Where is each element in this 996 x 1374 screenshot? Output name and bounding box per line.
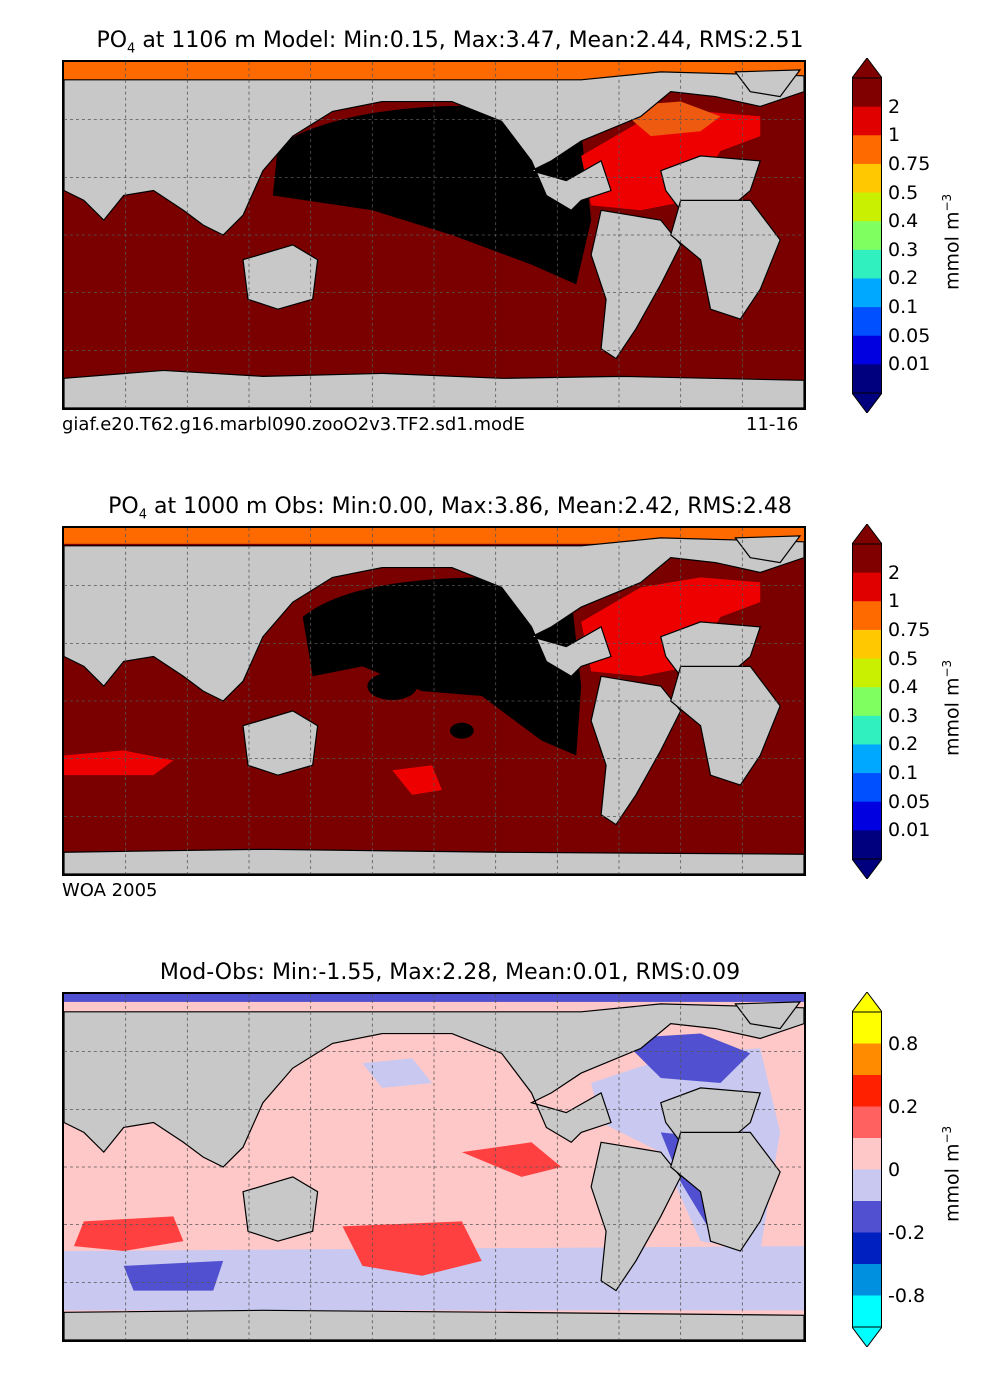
panel-title: PO4 at 1000 m Obs: Min:0.00, Max:3.86, M… (108, 494, 792, 523)
colorbar-swatch (852, 773, 882, 803)
colorbar-swatch (852, 1201, 882, 1233)
colorbar-tick-label: 0.1 (888, 762, 919, 785)
colorbar-swatch (852, 544, 882, 574)
obs-source: WOA 2005 (62, 880, 158, 901)
colorbar-swatch (852, 1138, 882, 1170)
colorbar-tick-label: 0.05 (888, 790, 931, 813)
obs-panel: PO4 at 1000 m Obs: Min:0.00, Max:3.86, M… (0, 466, 996, 926)
panel-title: Mod-Obs: Min:-1.55, Max:2.28, Mean:0.01,… (159, 960, 741, 985)
obs-colorbar-svg (852, 524, 882, 879)
colorbar-swatch (852, 572, 882, 602)
colorbar-tick-label: 0.4 (888, 676, 919, 699)
colorbar-tick-label: 0.75 (888, 618, 931, 641)
model-colorbar-svg (852, 58, 882, 413)
colorbar-swatch (852, 335, 882, 365)
colorbar-swatch (852, 830, 882, 860)
model-colorbar-unit: mmol m−3 (940, 193, 964, 290)
colorbar-swatch (852, 1232, 882, 1265)
colorbar-swatch (852, 249, 882, 279)
colorbar-swatch (852, 1106, 882, 1139)
colorbar-swatch (852, 78, 882, 108)
diff-map (62, 992, 806, 1342)
model-map (62, 60, 806, 410)
colorbar-swatch (852, 1264, 882, 1296)
colorbar-swatch (852, 629, 882, 660)
colorbar-swatch (852, 278, 882, 308)
colorbar-tick-label: 1 (888, 590, 901, 613)
colorbar-tick-label: -0.8 (888, 1284, 926, 1307)
obs-colorbar (852, 524, 882, 879)
colorbar-swatch (852, 601, 882, 631)
colorbar-swatch (852, 658, 882, 688)
obs-map-svg (64, 528, 804, 874)
diff-colorbar-svg (852, 992, 882, 1347)
colorbar-tick-label: 0.4 (888, 210, 919, 233)
colorbar-tick-label: -0.2 (888, 1221, 926, 1244)
colorbar-swatch (852, 106, 882, 136)
model-panel: PO4 at 1106 m Model: Min:0.15, Max:3.47,… (0, 0, 996, 460)
diff-colorbar (852, 992, 882, 1347)
colorbar-swatch (852, 163, 882, 194)
colorbar-tick-label: 0.05 (888, 324, 931, 347)
colorbar-tick-label: 0.1 (888, 296, 919, 319)
colorbar-swatch (852, 1043, 882, 1076)
colorbar-swatch (852, 744, 882, 774)
colorbar-tick-label: 0.2 (888, 267, 919, 290)
colorbar-swatch (852, 192, 882, 222)
colorbar-swatch (852, 364, 882, 394)
colorbar-tick-label: 2 (888, 95, 901, 118)
panel-title: PO4 at 1106 m Model: Min:0.15, Max:3.47,… (96, 28, 804, 57)
obs-map (62, 526, 806, 876)
colorbar-tick-label: 0.75 (888, 152, 931, 175)
colorbar-tick-label: 0.2 (888, 733, 919, 756)
diff-map-svg (64, 994, 804, 1340)
colorbar-tick-label: 0 (888, 1158, 901, 1181)
colorbar-swatch (852, 307, 882, 337)
colorbar-swatch (852, 1012, 882, 1044)
colorbar-swatch (852, 687, 882, 717)
colorbar-tick-label: 0.01 (888, 353, 931, 376)
model-years: 11-16 (746, 414, 799, 435)
colorbar-swatch (852, 1075, 882, 1107)
colorbar-tick-label: 1 (888, 124, 901, 147)
colorbar-tick-label: 0.5 (888, 181, 919, 204)
colorbar-swatch (852, 801, 882, 831)
colorbar-tick-label: 0.2 (888, 1095, 919, 1118)
colorbar-tick-label: 2 (888, 561, 901, 584)
colorbar-swatch (852, 221, 882, 251)
diff-panel: Mod-Obs: Min:-1.55, Max:2.28, Mean:0.01,… (0, 932, 996, 1372)
obs-colorbar-unit: mmol m−3 (940, 659, 964, 756)
diff-colorbar-unit: mmol m−3 (940, 1125, 964, 1222)
colorbar-swatch (852, 135, 882, 165)
colorbar-tick-label: 0.01 (888, 819, 931, 842)
colorbar-tick-label: 0.3 (888, 238, 919, 261)
colorbar-swatch (852, 1169, 882, 1202)
model-colorbar (852, 58, 882, 413)
colorbar-swatch (852, 1295, 882, 1328)
model-map-svg (64, 62, 804, 408)
colorbar-tick-label: 0.3 (888, 704, 919, 727)
model-run-name: giaf.e20.T62.g16.marbl090.zooO2v3.TF2.sd… (62, 414, 525, 435)
colorbar-tick-label: 0.5 (888, 647, 919, 670)
colorbar-tick-label: 0.8 (888, 1032, 919, 1055)
colorbar-swatch (852, 715, 882, 745)
